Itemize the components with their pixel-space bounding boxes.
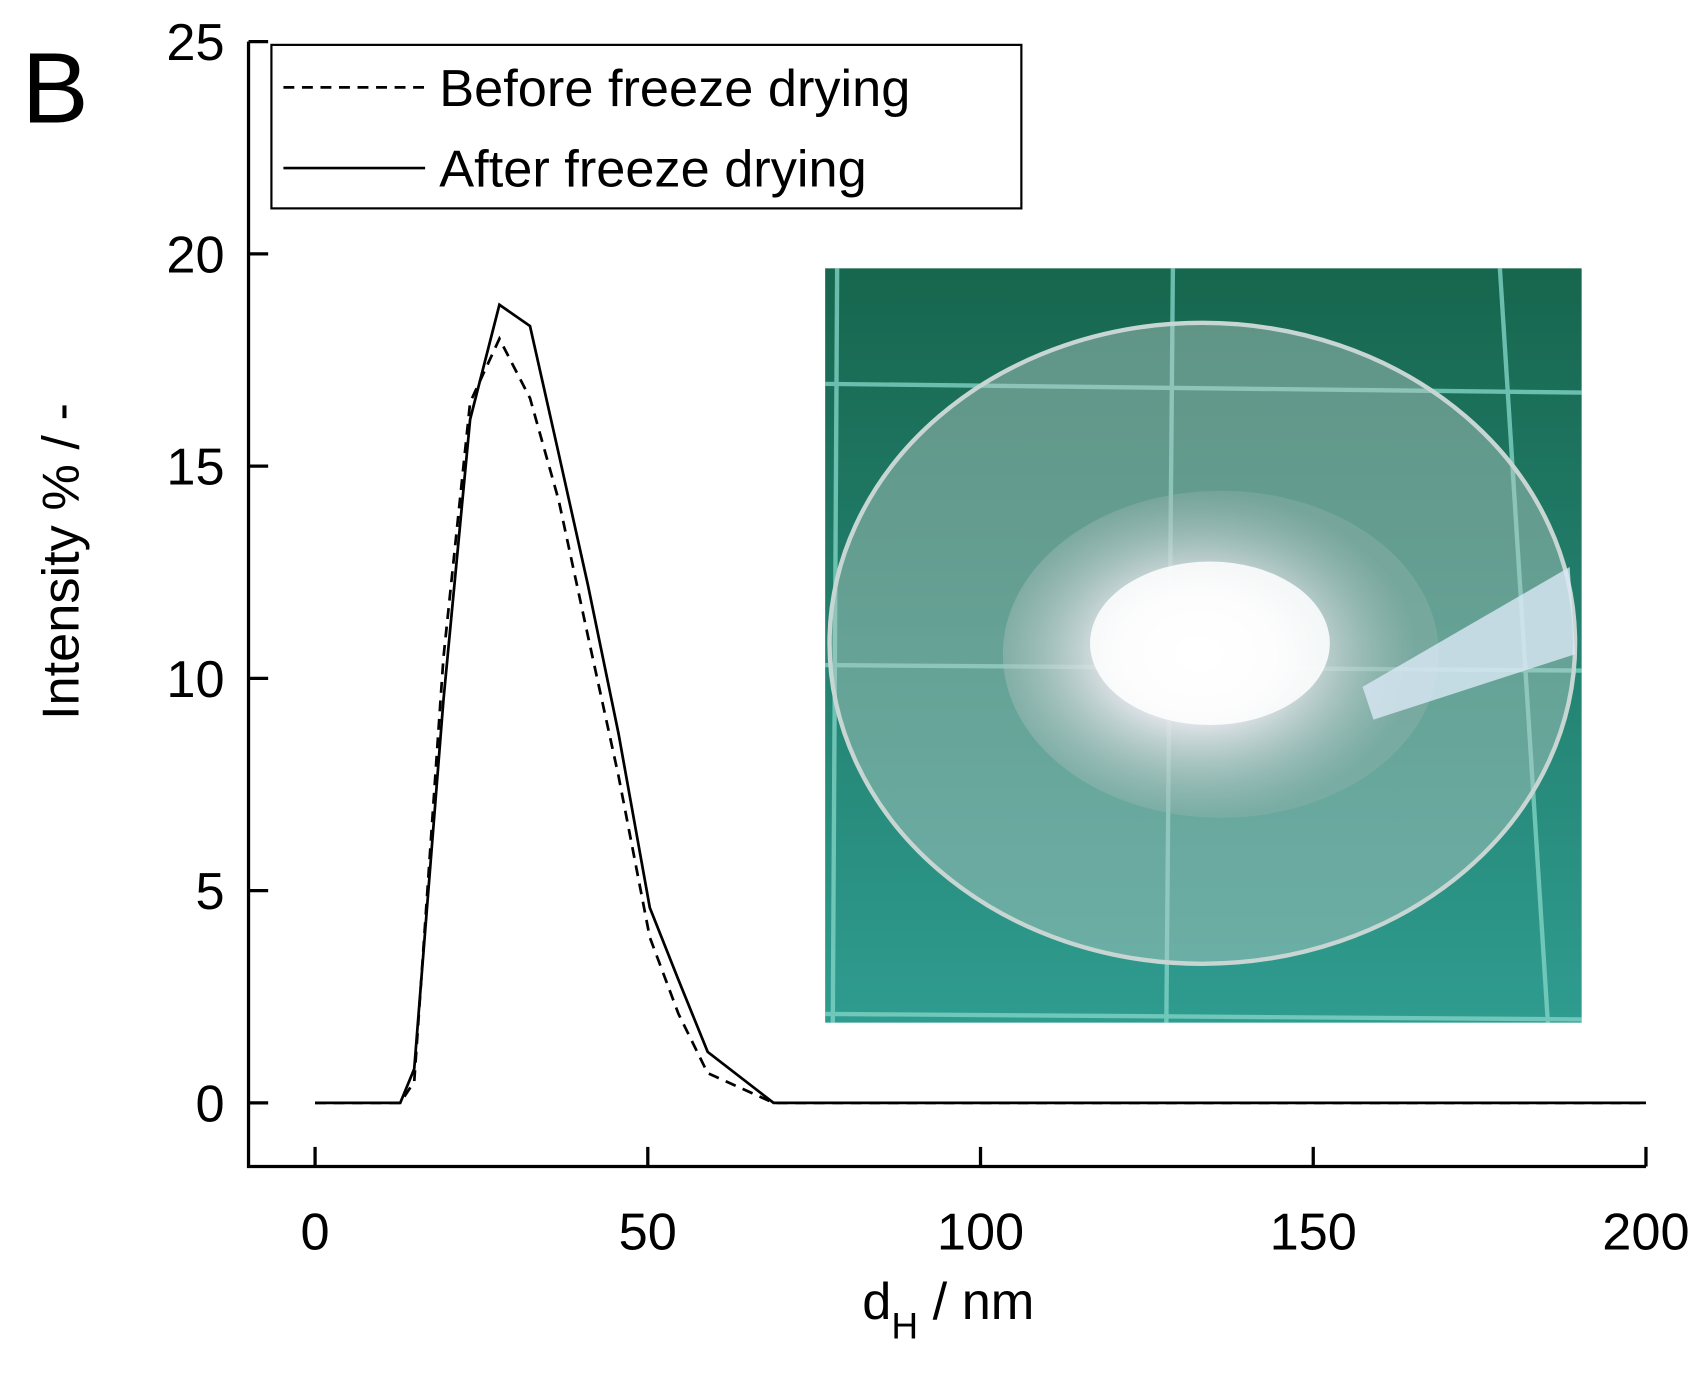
- inset-photo: [825, 268, 1582, 1023]
- x-tick-label: 100: [937, 1203, 1024, 1261]
- series-line: [315, 302, 1646, 1105]
- x-axis-label-main: d: [862, 1273, 891, 1331]
- y-tick-label: 0: [195, 1075, 224, 1133]
- y-tick-label: 20: [166, 226, 224, 284]
- x-tick-label: 50: [619, 1203, 677, 1261]
- y-tick-label: 5: [195, 863, 224, 921]
- legend-box: [270, 43, 1023, 210]
- y-tick-label: 10: [166, 651, 224, 709]
- y-tick-label: 25: [166, 14, 224, 72]
- x-axis-label-suffix: / nm: [918, 1273, 1034, 1331]
- x-tick-label: 150: [1270, 1203, 1357, 1261]
- legend-label: Before freeze drying: [439, 60, 910, 118]
- x-tick-label: 200: [1602, 1203, 1689, 1261]
- x-tick-label: 0: [301, 1203, 330, 1261]
- y-tick-label: 15: [166, 439, 224, 497]
- x-axis-label: dH / nm: [862, 1273, 1034, 1347]
- legend-label: After freeze drying: [439, 141, 866, 199]
- axes: [246, 41, 1646, 1169]
- x-axis-label-sub: H: [891, 1305, 918, 1347]
- y-axis-label: Intensity % / -: [32, 403, 90, 720]
- panel-label: B: [22, 32, 89, 144]
